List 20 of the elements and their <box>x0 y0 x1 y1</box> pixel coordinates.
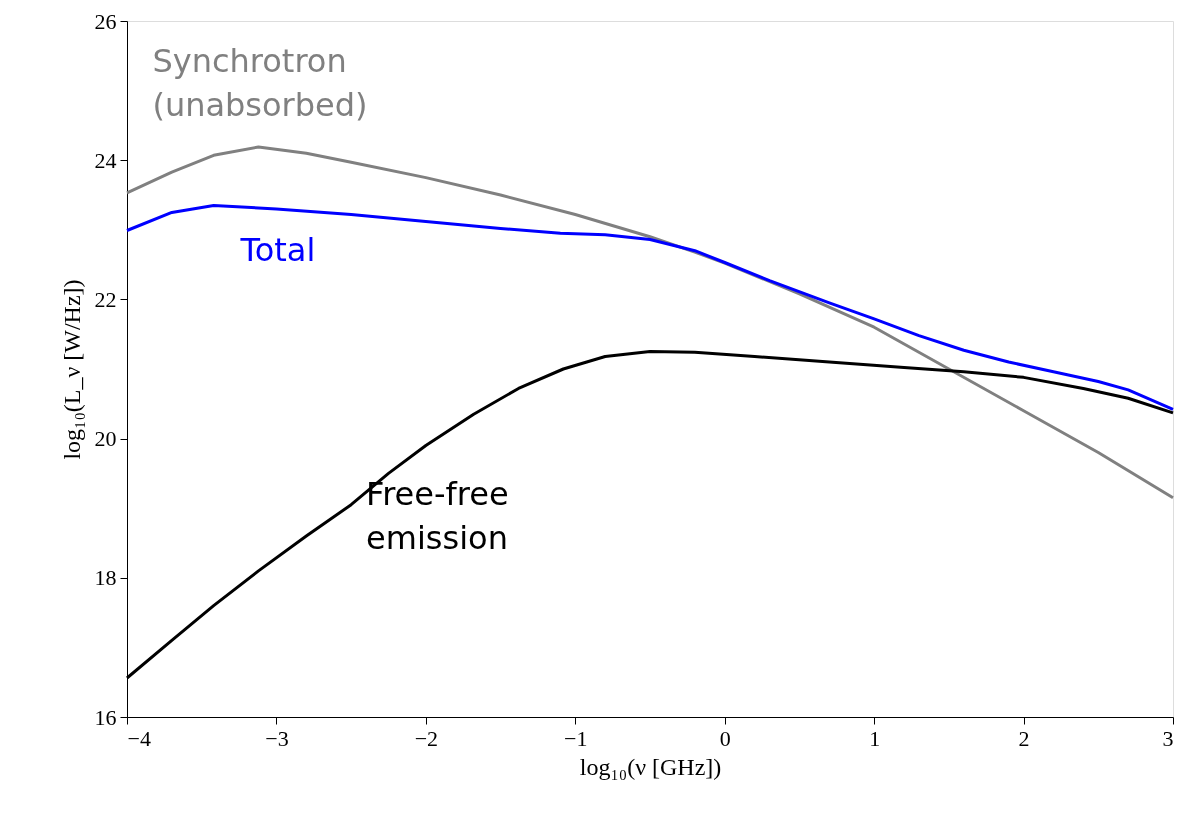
x-tick-label: 2 <box>1018 725 1030 751</box>
y-tick-label: 26 <box>94 8 117 34</box>
x-tick-label: −4 <box>127 725 151 751</box>
x-axis-title: log₁₀(ν [GHz]) <box>579 753 722 780</box>
y-tick-label: 16 <box>94 704 117 730</box>
series-label: Synchrotron (unabsorbed) <box>152 42 368 125</box>
x-tick-label: 1 <box>869 725 881 751</box>
x-tick-label: 3 <box>1162 725 1174 751</box>
y-tick-label: 20 <box>94 426 117 452</box>
y-axis-title: log₁₀(L_ν [W/Hz]) <box>58 279 85 460</box>
y-tick-label: 24 <box>94 147 117 173</box>
line-series <box>125 203 1175 411</box>
x-tick-label: 0 <box>719 725 731 751</box>
y-tick-label: 22 <box>94 286 117 312</box>
x-tick-label: −2 <box>414 725 439 751</box>
series-label: Total <box>239 230 316 269</box>
x-tick-label: −1 <box>564 725 588 751</box>
series-label: Free-free emission <box>366 475 509 558</box>
y-tick-label: 18 <box>94 565 117 591</box>
x-tick-label: −3 <box>265 725 289 751</box>
